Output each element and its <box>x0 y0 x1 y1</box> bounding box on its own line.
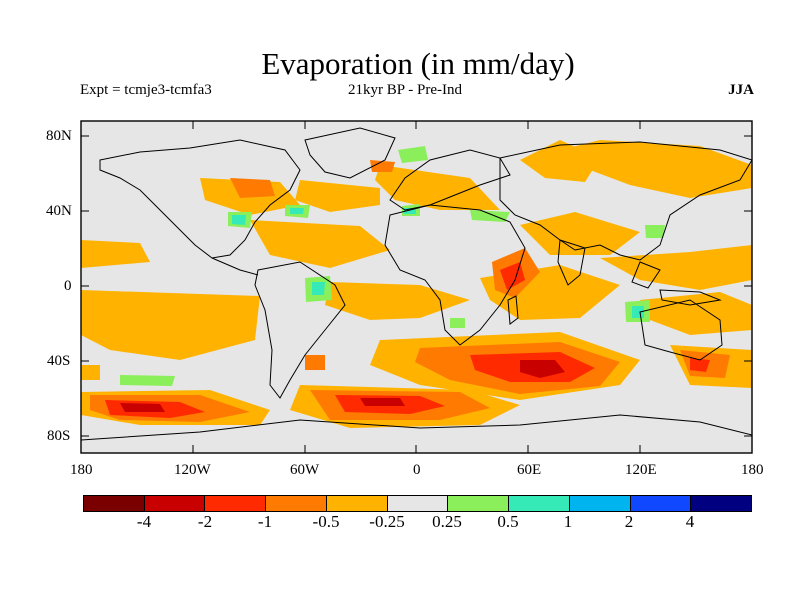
colorbar-label: -1 <box>257 512 273 531</box>
period-label: 21kyr BP - Pre-Ind <box>348 82 463 98</box>
colorbar-label: 4 <box>685 512 695 531</box>
colorbar-label: -0.25 <box>369 512 405 531</box>
anomaly-fields <box>81 140 752 428</box>
lat-tick-80n: 80N <box>46 128 72 144</box>
lat-tick-0: 0 <box>64 278 72 294</box>
colorbar-swatch-1 <box>84 496 145 511</box>
colorbar-label: -0.5 <box>312 512 340 531</box>
coastlines <box>81 127 752 441</box>
colorbar-swatch-3 <box>205 496 267 511</box>
lon-tick-120w: 120W <box>174 462 211 478</box>
colorbar-label: -4 <box>136 512 152 531</box>
colorbar-label: 0.25 <box>432 512 462 531</box>
colorbar <box>83 495 752 512</box>
colorbar-swatch-2 <box>144 496 206 511</box>
lon-tick-0: 0 <box>413 462 421 478</box>
lon-tick-180w: 180 <box>70 462 93 478</box>
lon-tick-60w: 60W <box>290 462 320 478</box>
axis-ticks <box>81 121 752 453</box>
lon-tick-180e: 180 <box>741 462 764 478</box>
colorbar-swatch-11 <box>691 496 752 511</box>
lat-tick-80s: 80S <box>47 428 71 444</box>
lat-tick-40s: 40S <box>47 353 71 369</box>
map-title: Evaporation (in mm/day) <box>261 46 575 81</box>
colorbar-swatch-5 <box>326 496 388 511</box>
colorbar-swatch-10 <box>630 496 692 511</box>
colorbar-label: 1 <box>563 512 573 531</box>
colorbar-label: 2 <box>624 512 634 531</box>
colorbar-swatch-9 <box>569 496 631 511</box>
season-label: JJA <box>728 82 754 98</box>
lon-tick-60e: 60E <box>517 462 542 478</box>
colorbar-swatch-7 <box>448 496 510 511</box>
colorbar-label: -2 <box>197 512 213 531</box>
colorbar-swatch-6 <box>387 496 449 511</box>
colorbar-swatch-4 <box>266 496 327 511</box>
colorbar-swatch-8 <box>509 496 570 511</box>
experiment-label: Expt = tcmje3-tcmfa3 <box>80 82 212 98</box>
colorbar-label: 0.5 <box>497 512 519 531</box>
lon-tick-120e: 120E <box>625 462 657 478</box>
lat-tick-40n: 40N <box>46 203 72 219</box>
